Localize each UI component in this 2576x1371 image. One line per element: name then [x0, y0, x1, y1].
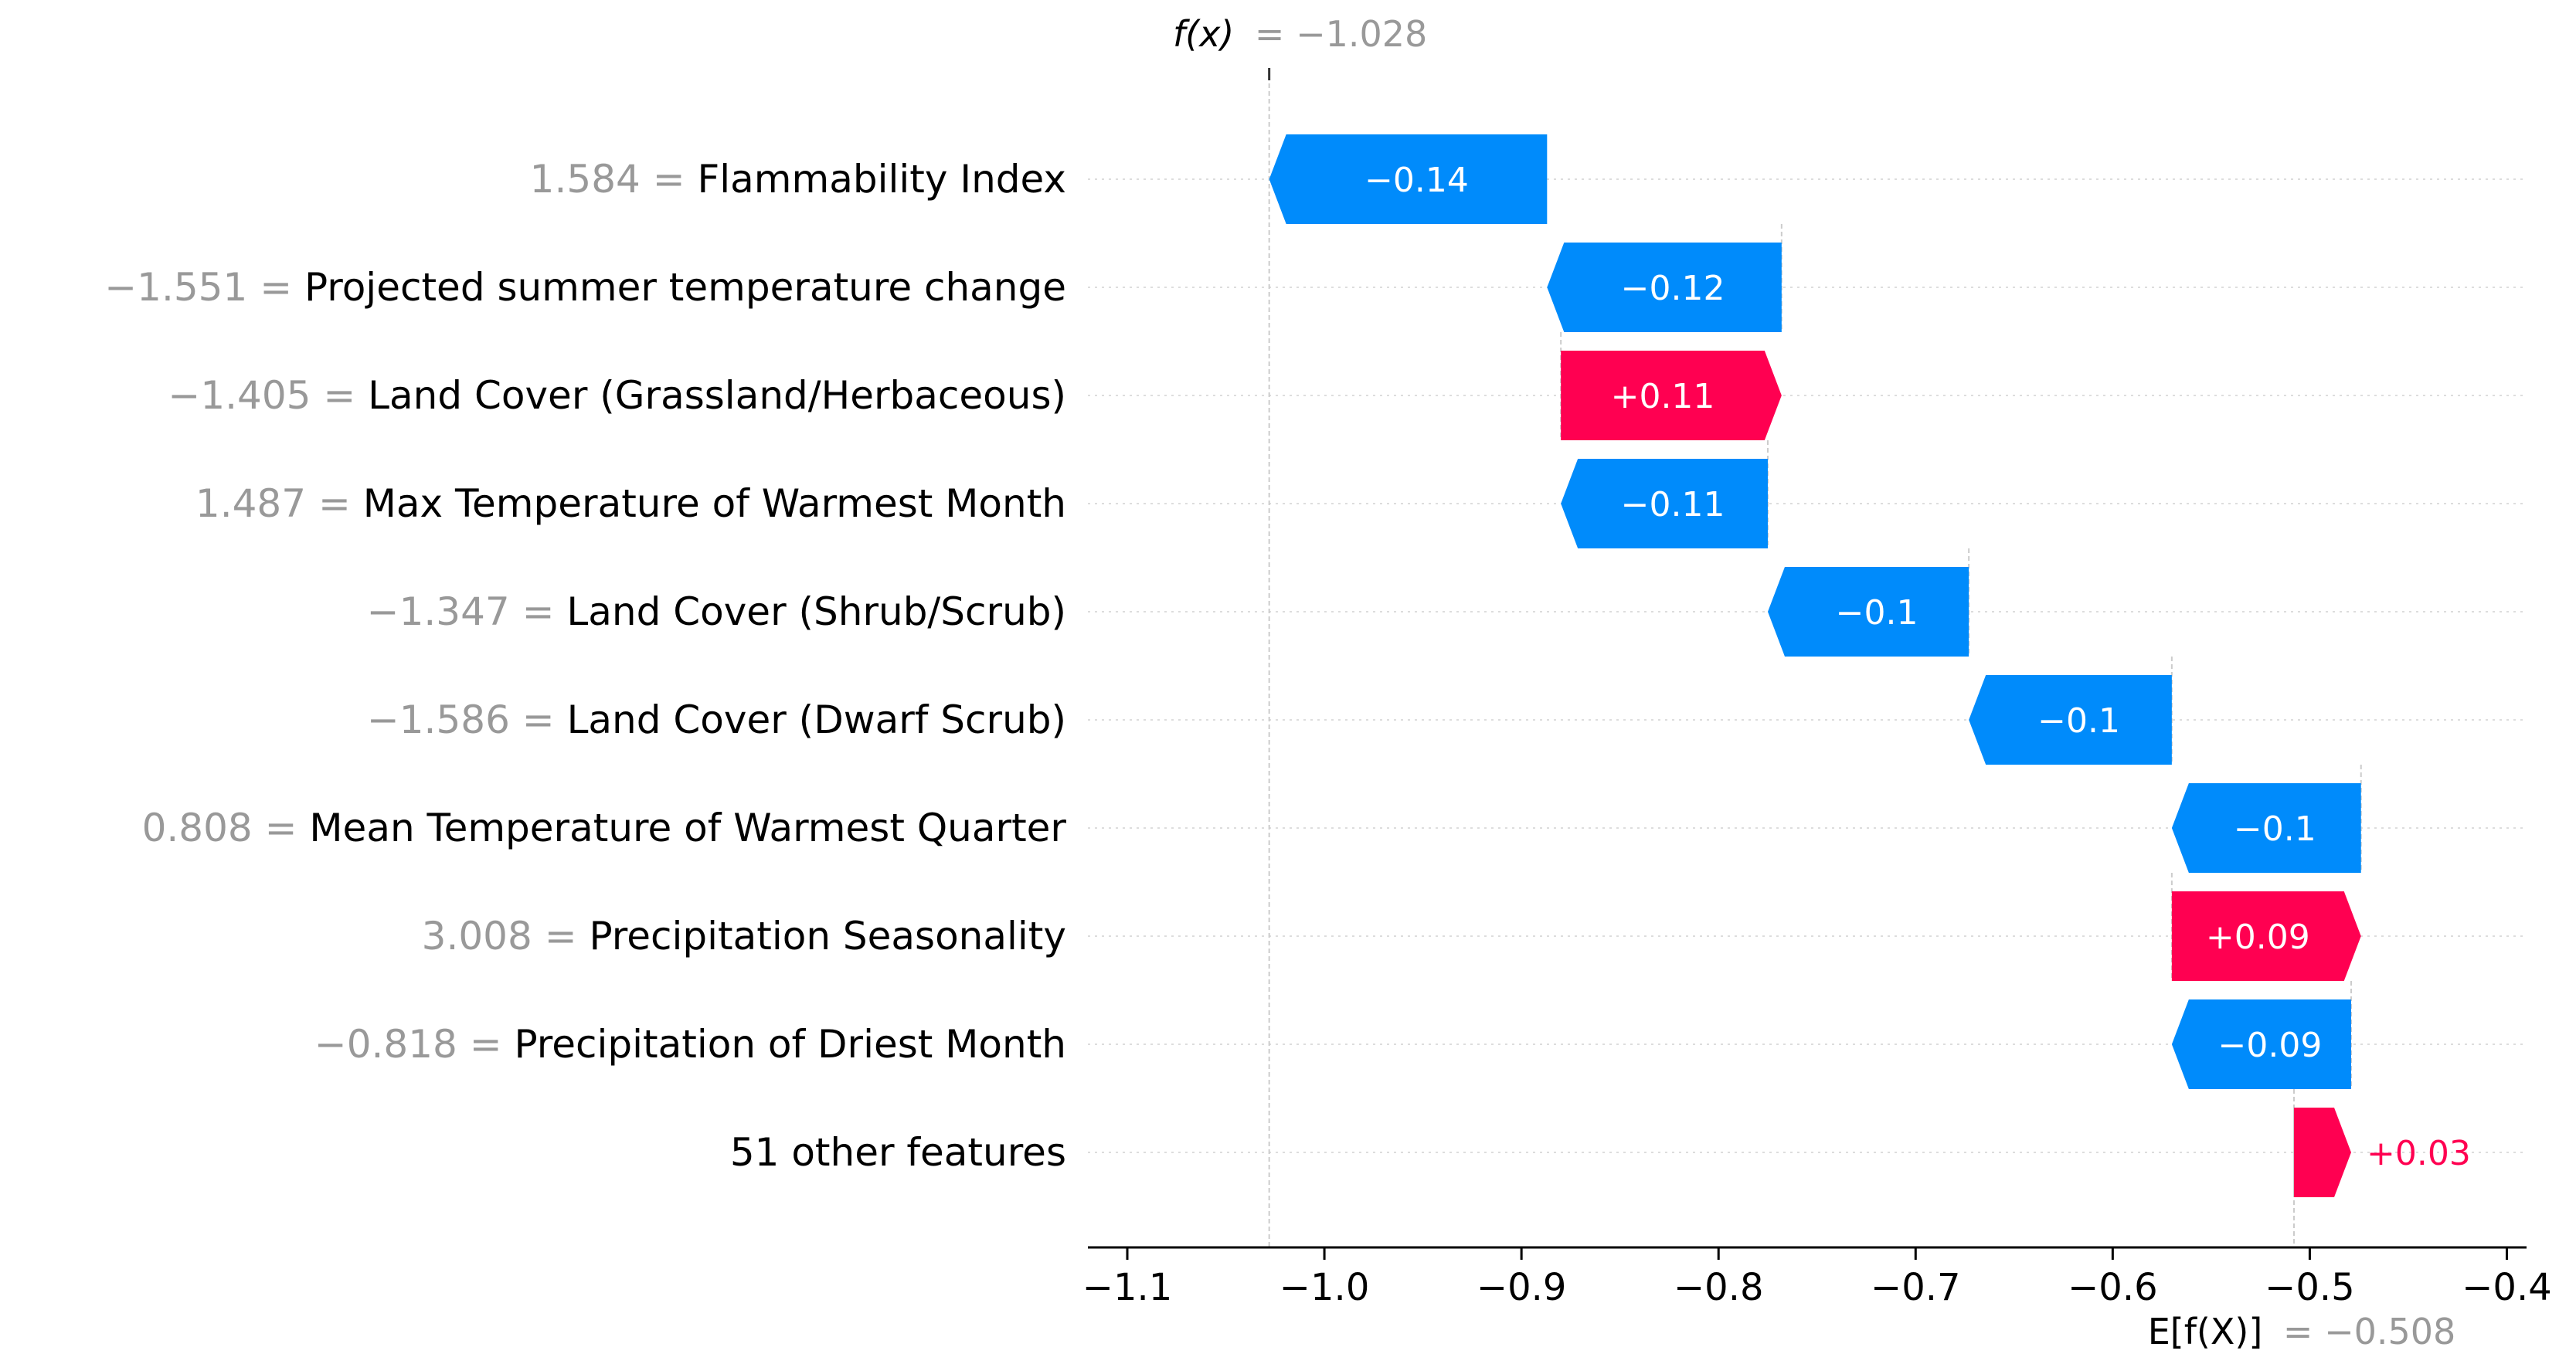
bar-value-label: −0.1 [2037, 701, 2120, 741]
bar-value-label: −0.14 [1364, 161, 1469, 200]
feature-label: −1.586 = Land Cover (Dwarf Scrub) [367, 697, 1066, 742]
contribution-bar [1269, 134, 1548, 224]
feature-value: −0.818 = [314, 1022, 515, 1067]
feature-value: 3.008 = [422, 914, 590, 959]
feature-name: Land Cover (Shrub/Scrub) [566, 589, 1066, 634]
contribution-bar [2294, 1108, 2351, 1197]
feature-name: Precipitation Seasonality [589, 914, 1066, 959]
x-tick-label: −1.0 [1280, 1266, 1370, 1309]
ex-value: = −0.508 [2283, 1311, 2455, 1352]
feature-name: Land Cover (Dwarf Scrub) [567, 697, 1066, 742]
feature-name: Flammability Index [698, 157, 1067, 202]
contribution-bar [1547, 243, 1782, 332]
ex-label: E[f(X)] [2148, 1311, 2263, 1352]
feature-label: 51 other features [730, 1130, 1066, 1175]
bar-value-label: −0.09 [2218, 1026, 2323, 1065]
contribution-bar [2171, 891, 2361, 981]
feature-label: −1.551 = Projected summer temperature ch… [104, 265, 1066, 310]
contribution-bar [1767, 567, 1969, 657]
contribution-bar [2171, 783, 2361, 873]
x-tick-label: −0.4 [2462, 1266, 2552, 1309]
feature-label: −0.818 = Precipitation of Driest Month [314, 1022, 1066, 1067]
feature-name: Projected summer temperature change [304, 265, 1066, 310]
feature-label: 1.584 = Flammability Index [530, 157, 1066, 202]
feature-label: −1.405 = Land Cover (Grassland/Herbaceou… [168, 373, 1066, 418]
fx-label: f(x) [1173, 13, 1234, 55]
x-tick-label: −0.9 [1477, 1266, 1567, 1309]
feature-value: −1.347 = [367, 589, 567, 634]
ex-annotation: E[f(X)] = −0.508 [2148, 1311, 2456, 1352]
feature-name: Max Temperature of Warmest Month [363, 481, 1066, 526]
fx-value: = −1.028 [1255, 13, 1427, 55]
bar-value-label: +0.11 [1611, 377, 1715, 416]
contribution-bar [1561, 351, 1782, 440]
feature-value: −1.405 = [168, 373, 368, 418]
x-tick-label: −0.5 [2265, 1266, 2355, 1309]
feature-label: −1.347 = Land Cover (Shrub/Scrub) [367, 589, 1066, 634]
feature-value: −1.551 = [104, 265, 304, 310]
feature-value: 0.808 = [142, 806, 310, 850]
contribution-bar [2171, 999, 2351, 1089]
feature-name: Mean Temperature of Warmest Quarter [309, 806, 1066, 850]
x-axis: −1.1 −1.0 −0.9 −0.8 −0.7 −0.6 −0.5 −0.4 [1082, 1246, 2552, 1309]
feature-name: Land Cover (Grassland/Herbaceous) [368, 373, 1066, 418]
feature-name: 51 other features [730, 1130, 1066, 1175]
bar-value-label: −0.11 [1621, 485, 1725, 524]
contribution-bars: −0.14 −0.12 +0.11 −0.11 −0.1 −0.1 −0.1 +0.09 −0.… [1269, 134, 2471, 1197]
x-tick-label: −0.6 [2068, 1266, 2158, 1309]
feature-label: 3.008 = Precipitation Seasonality [422, 914, 1066, 959]
fx-annotation: f(x) = −1.028 [1173, 13, 1427, 55]
x-tick-label: −0.7 [1871, 1266, 1961, 1309]
feature-name: Precipitation of Driest Month [515, 1022, 1066, 1067]
contribution-bar [1969, 675, 2172, 765]
contribution-bar [1561, 459, 1768, 548]
feature-label: 1.487 = Max Temperature of Warmest Month [195, 481, 1066, 526]
x-tick-label: −0.8 [1674, 1266, 1764, 1309]
feature-value: 1.584 = [530, 157, 698, 202]
feature-label: 0.808 = Mean Temperature of Warmest Quar… [142, 806, 1067, 850]
x-tick-label: −1.1 [1082, 1266, 1173, 1309]
bar-value-label: −0.1 [1836, 593, 1918, 633]
feature-value: 1.487 = [195, 481, 363, 526]
bar-value-label: −0.12 [1621, 269, 1725, 308]
feature-value: −1.586 = [367, 697, 567, 742]
bar-value-label: +0.03 [2367, 1134, 2471, 1173]
bar-value-label: −0.1 [2234, 809, 2316, 849]
bar-value-label: +0.09 [2206, 918, 2310, 957]
feature-labels: 1.584 = Flammability Index −1.551 = Proje… [104, 157, 1066, 1175]
